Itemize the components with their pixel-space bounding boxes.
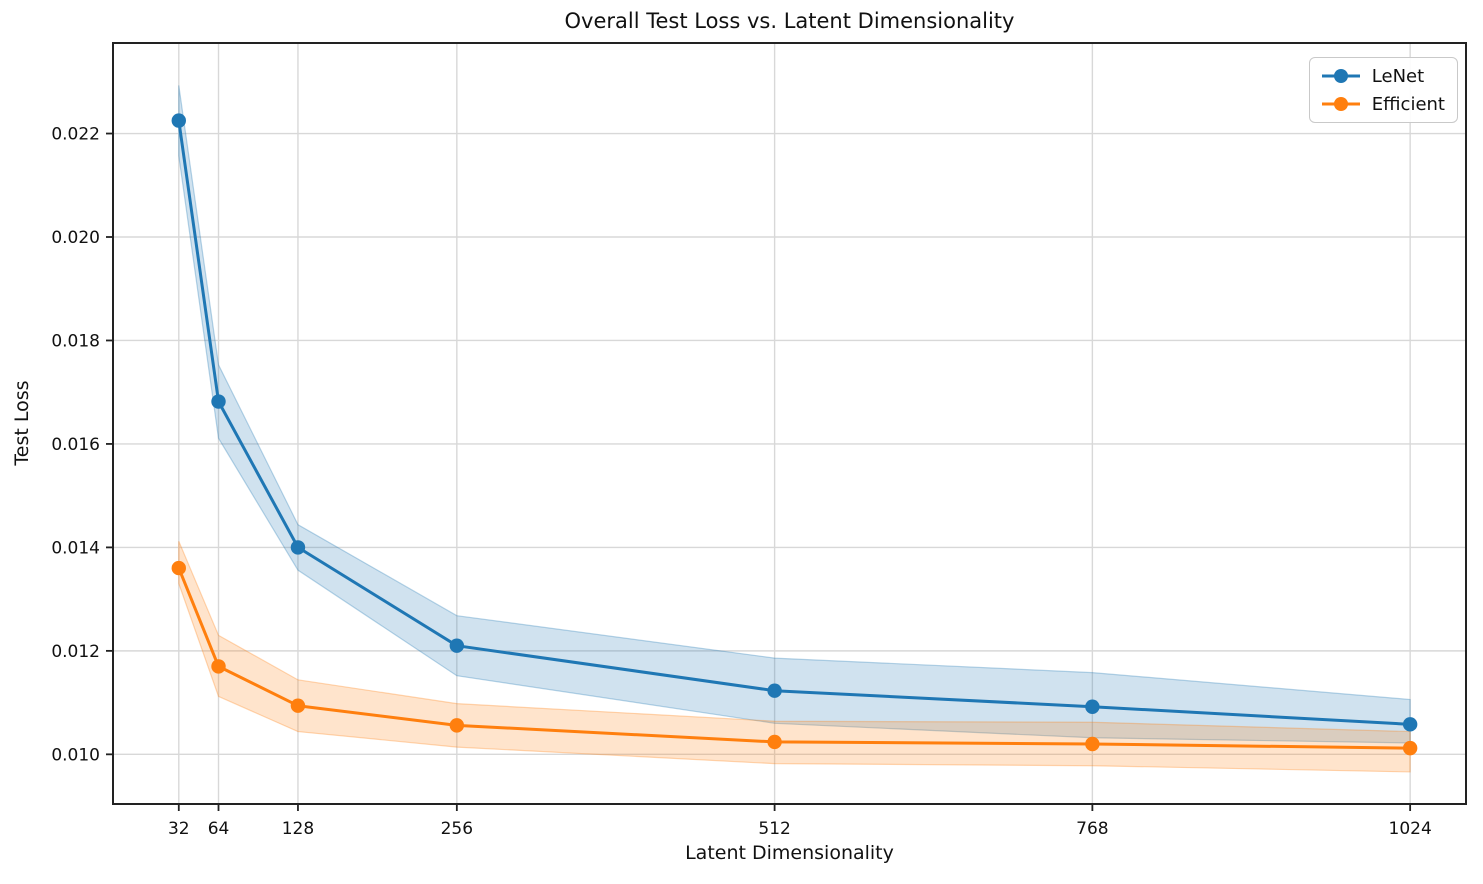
x-tick-label: 1024 [1389, 819, 1432, 839]
data-point-lenet [1085, 699, 1100, 714]
x-tick-label: 32 [168, 819, 190, 839]
y-tick-label: 0.010 [51, 745, 100, 765]
chart-title: Overall Test Loss vs. Latent Dimensional… [564, 9, 1015, 33]
legend-label: Efficient [1371, 93, 1445, 115]
y-tick-label: 0.020 [51, 228, 100, 248]
axes-spines [112, 42, 1467, 805]
x-tick-label: 128 [282, 819, 314, 839]
data-point-efficient [171, 560, 186, 576]
data-point-efficient [1085, 736, 1100, 752]
data-point-lenet [1402, 717, 1418, 732]
legend-label: LeNet [1371, 65, 1425, 87]
data-point-lenet [211, 394, 226, 409]
x-tick-label: 768 [1076, 819, 1108, 839]
confidence-band-lenet [178, 85, 1411, 744]
data-point-lenet [449, 638, 465, 653]
x-tick-label: 64 [208, 819, 230, 839]
y-tick-label: 0.016 [51, 435, 100, 455]
y-axis-label: Test Loss [11, 380, 33, 466]
data-point-efficient [211, 659, 226, 674]
data-point-efficient [290, 698, 306, 713]
legend-item-efficient: Efficient [1320, 93, 1445, 115]
x-axis-label: Latent Dimensionality [685, 842, 894, 864]
confidence-band-efficient [178, 540, 1411, 773]
y-tick-label: 0.022 [51, 125, 100, 145]
data-point-lenet [767, 683, 782, 698]
x-tick-label: 512 [758, 819, 790, 839]
data-point-efficient [449, 718, 465, 733]
legend: LeNet Efficient [1308, 57, 1458, 123]
legend-line-sample [1321, 69, 1360, 83]
data-point-lenet [290, 540, 306, 555]
data-point-lenet [171, 113, 186, 128]
legend-line-sample [1321, 97, 1360, 111]
y-tick-label: 0.014 [51, 538, 100, 558]
x-tick-label: 256 [441, 819, 473, 839]
y-tick-label: 0.012 [51, 642, 100, 662]
legend-item-lenet: LeNet [1320, 65, 1445, 87]
series-line-lenet [177, 119, 1412, 726]
y-tick-label: 0.018 [51, 331, 100, 351]
data-point-efficient [1402, 740, 1418, 756]
data-point-efficient [767, 734, 782, 750]
